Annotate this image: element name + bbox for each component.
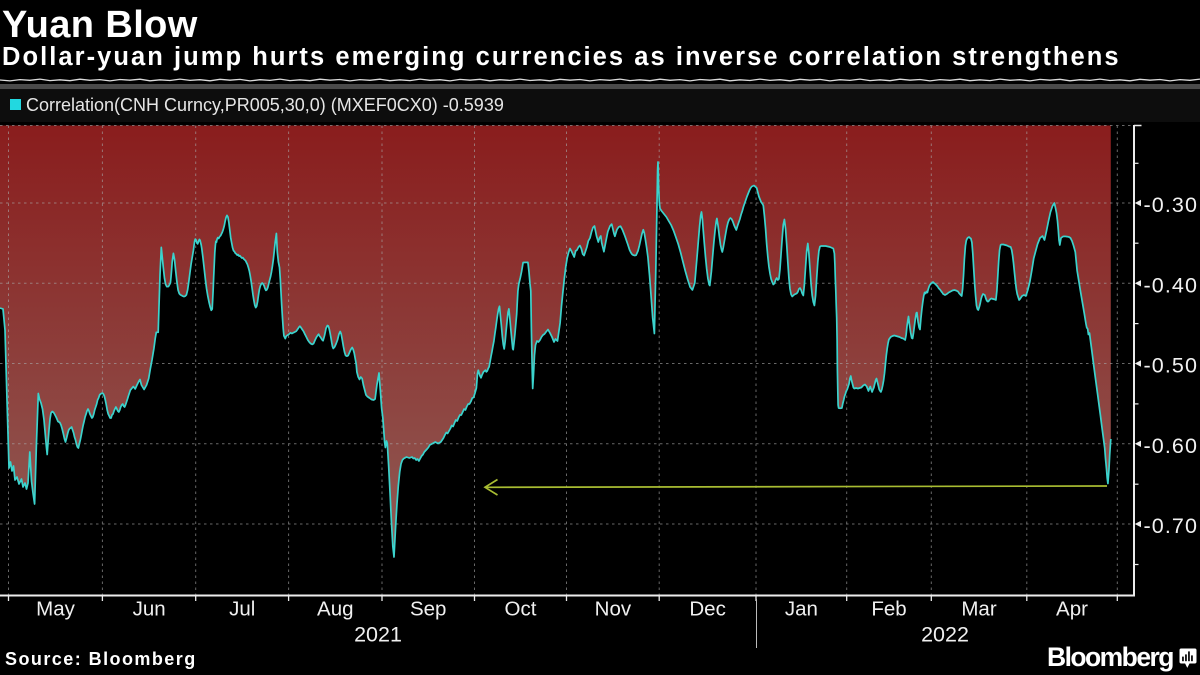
svg-text:Aug: Aug: [317, 598, 353, 621]
svg-text:-0.30: -0.30: [1144, 193, 1199, 217]
svg-text:Feb: Feb: [871, 598, 906, 621]
svg-text:Jan: Jan: [785, 598, 818, 621]
svg-text:Oct: Oct: [505, 598, 537, 621]
svg-text:Mar: Mar: [961, 598, 996, 621]
svg-text:Apr: Apr: [1056, 598, 1088, 621]
svg-text:Jun: Jun: [133, 598, 166, 621]
svg-text:Sep: Sep: [410, 598, 446, 621]
svg-text:May: May: [36, 598, 75, 621]
svg-text:Nov: Nov: [595, 598, 632, 621]
svg-text:Dec: Dec: [689, 598, 725, 621]
svg-text:-0.70: -0.70: [1144, 514, 1199, 538]
svg-text:2022: 2022: [921, 623, 969, 647]
svg-text:2021: 2021: [354, 623, 402, 647]
svg-text:Jul: Jul: [229, 598, 255, 621]
svg-text:-0.60: -0.60: [1144, 434, 1199, 458]
svg-text:-0.40: -0.40: [1144, 273, 1199, 297]
svg-text:-0.50: -0.50: [1144, 354, 1199, 378]
